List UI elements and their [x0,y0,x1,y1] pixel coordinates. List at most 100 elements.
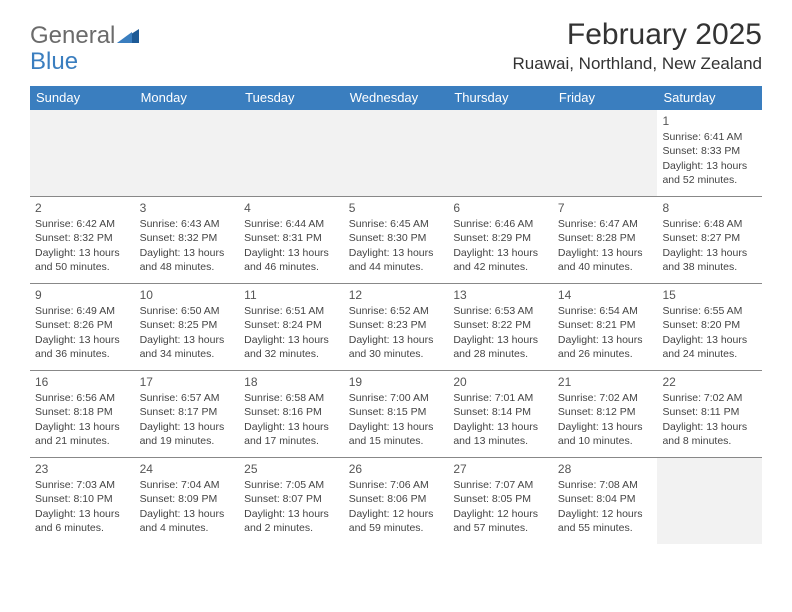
sunrise-text: Sunrise: 7:03 AM [35,478,130,492]
sunset-text: Sunset: 8:24 PM [244,318,339,332]
day-number: 23 [35,461,130,477]
day-number: 12 [349,287,444,303]
sunset-text: Sunset: 8:32 PM [140,231,235,245]
logo-triangle-icon [117,22,139,50]
sunset-text: Sunset: 8:32 PM [35,231,130,245]
daylight-text: Daylight: 13 hours and 42 minutes. [453,246,548,274]
sunrise-text: Sunrise: 6:50 AM [140,304,235,318]
sunset-text: Sunset: 8:22 PM [453,318,548,332]
day-number: 26 [349,461,444,477]
sunrise-text: Sunrise: 7:01 AM [453,391,548,405]
day-header: Friday [553,86,658,110]
calendar-cell: 21 Sunrise: 7:02 AM Sunset: 8:12 PM Dayl… [553,371,658,457]
day-number: 24 [140,461,235,477]
daylight-text: Daylight: 12 hours and 57 minutes. [453,507,548,535]
sunrise-text: Sunrise: 7:05 AM [244,478,339,492]
calendar-cell [657,458,762,544]
calendar-cell [239,110,344,196]
daylight-text: Daylight: 13 hours and 44 minutes. [349,246,444,274]
day-number: 21 [558,374,653,390]
daylight-text: Daylight: 13 hours and 4 minutes. [140,507,235,535]
day-number: 14 [558,287,653,303]
sunset-text: Sunset: 8:16 PM [244,405,339,419]
calendar-cell: 26 Sunrise: 7:06 AM Sunset: 8:06 PM Dayl… [344,458,449,544]
calendar-cell: 25 Sunrise: 7:05 AM Sunset: 8:07 PM Dayl… [239,458,344,544]
sunset-text: Sunset: 8:15 PM [349,405,444,419]
day-number: 4 [244,200,339,216]
sunrise-text: Sunrise: 6:56 AM [35,391,130,405]
sunset-text: Sunset: 8:09 PM [140,492,235,506]
daylight-text: Daylight: 13 hours and 24 minutes. [662,333,757,361]
daylight-text: Daylight: 13 hours and 10 minutes. [558,420,653,448]
sunset-text: Sunset: 8:18 PM [35,405,130,419]
calendar-cell: 7 Sunrise: 6:47 AM Sunset: 8:28 PM Dayli… [553,197,658,283]
calendar-cell: 13 Sunrise: 6:53 AM Sunset: 8:22 PM Dayl… [448,284,553,370]
month-title: February 2025 [513,18,762,52]
daylight-text: Daylight: 13 hours and 19 minutes. [140,420,235,448]
sunset-text: Sunset: 8:10 PM [35,492,130,506]
calendar-cell: 17 Sunrise: 6:57 AM Sunset: 8:17 PM Dayl… [135,371,240,457]
daylight-text: Daylight: 13 hours and 8 minutes. [662,420,757,448]
day-number: 1 [662,113,757,129]
day-number: 16 [35,374,130,390]
day-header: Tuesday [239,86,344,110]
sunrise-text: Sunrise: 7:07 AM [453,478,548,492]
day-number: 2 [35,200,130,216]
sunset-text: Sunset: 8:30 PM [349,231,444,245]
header: General February 2025 Ruawai, Northland,… [30,18,762,80]
daylight-text: Daylight: 13 hours and 38 minutes. [662,246,757,274]
daylight-text: Daylight: 13 hours and 52 minutes. [662,159,757,187]
sunrise-text: Sunrise: 6:44 AM [244,217,339,231]
calendar-week: 16 Sunrise: 6:56 AM Sunset: 8:18 PM Dayl… [30,370,762,457]
calendar-cell: 6 Sunrise: 6:46 AM Sunset: 8:29 PM Dayli… [448,197,553,283]
daylight-text: Daylight: 13 hours and 32 minutes. [244,333,339,361]
sunset-text: Sunset: 8:33 PM [662,144,757,158]
sunset-text: Sunset: 8:27 PM [662,231,757,245]
title-block: February 2025 Ruawai, Northland, New Zea… [513,18,762,80]
day-number: 15 [662,287,757,303]
day-header: Thursday [448,86,553,110]
sunrise-text: Sunrise: 7:08 AM [558,478,653,492]
sunrise-text: Sunrise: 6:43 AM [140,217,235,231]
calendar-cell: 20 Sunrise: 7:01 AM Sunset: 8:14 PM Dayl… [448,371,553,457]
day-header: Saturday [657,86,762,110]
sunrise-text: Sunrise: 6:55 AM [662,304,757,318]
day-header: Monday [135,86,240,110]
sunrise-text: Sunrise: 6:51 AM [244,304,339,318]
sunrise-text: Sunrise: 6:58 AM [244,391,339,405]
day-number: 20 [453,374,548,390]
sunrise-text: Sunrise: 7:02 AM [558,391,653,405]
sunset-text: Sunset: 8:31 PM [244,231,339,245]
sunset-text: Sunset: 8:21 PM [558,318,653,332]
daylight-text: Daylight: 13 hours and 46 minutes. [244,246,339,274]
day-header: Wednesday [344,86,449,110]
calendar-cell: 8 Sunrise: 6:48 AM Sunset: 8:27 PM Dayli… [657,197,762,283]
day-number: 13 [453,287,548,303]
calendar-cell: 10 Sunrise: 6:50 AM Sunset: 8:25 PM Dayl… [135,284,240,370]
daylight-text: Daylight: 12 hours and 55 minutes. [558,507,653,535]
calendar-cell: 28 Sunrise: 7:08 AM Sunset: 8:04 PM Dayl… [553,458,658,544]
sunset-text: Sunset: 8:07 PM [244,492,339,506]
sunset-text: Sunset: 8:12 PM [558,405,653,419]
calendar-week: 2 Sunrise: 6:42 AM Sunset: 8:32 PM Dayli… [30,196,762,283]
sunset-text: Sunset: 8:29 PM [453,231,548,245]
sunrise-text: Sunrise: 7:06 AM [349,478,444,492]
daylight-text: Daylight: 13 hours and 48 minutes. [140,246,235,274]
day-number: 9 [35,287,130,303]
calendar-cell [553,110,658,196]
day-number: 3 [140,200,235,216]
calendar-cell: 9 Sunrise: 6:49 AM Sunset: 8:26 PM Dayli… [30,284,135,370]
day-number: 18 [244,374,339,390]
sunset-text: Sunset: 8:14 PM [453,405,548,419]
calendar-cell: 18 Sunrise: 6:58 AM Sunset: 8:16 PM Dayl… [239,371,344,457]
sunset-text: Sunset: 8:23 PM [349,318,444,332]
calendar-cell: 24 Sunrise: 7:04 AM Sunset: 8:09 PM Dayl… [135,458,240,544]
daylight-text: Daylight: 13 hours and 2 minutes. [244,507,339,535]
sunset-text: Sunset: 8:06 PM [349,492,444,506]
calendar-cell: 12 Sunrise: 6:52 AM Sunset: 8:23 PM Dayl… [344,284,449,370]
sunset-text: Sunset: 8:05 PM [453,492,548,506]
calendar-cell: 19 Sunrise: 7:00 AM Sunset: 8:15 PM Dayl… [344,371,449,457]
daylight-text: Daylight: 13 hours and 17 minutes. [244,420,339,448]
sunrise-text: Sunrise: 6:54 AM [558,304,653,318]
sunset-text: Sunset: 8:25 PM [140,318,235,332]
